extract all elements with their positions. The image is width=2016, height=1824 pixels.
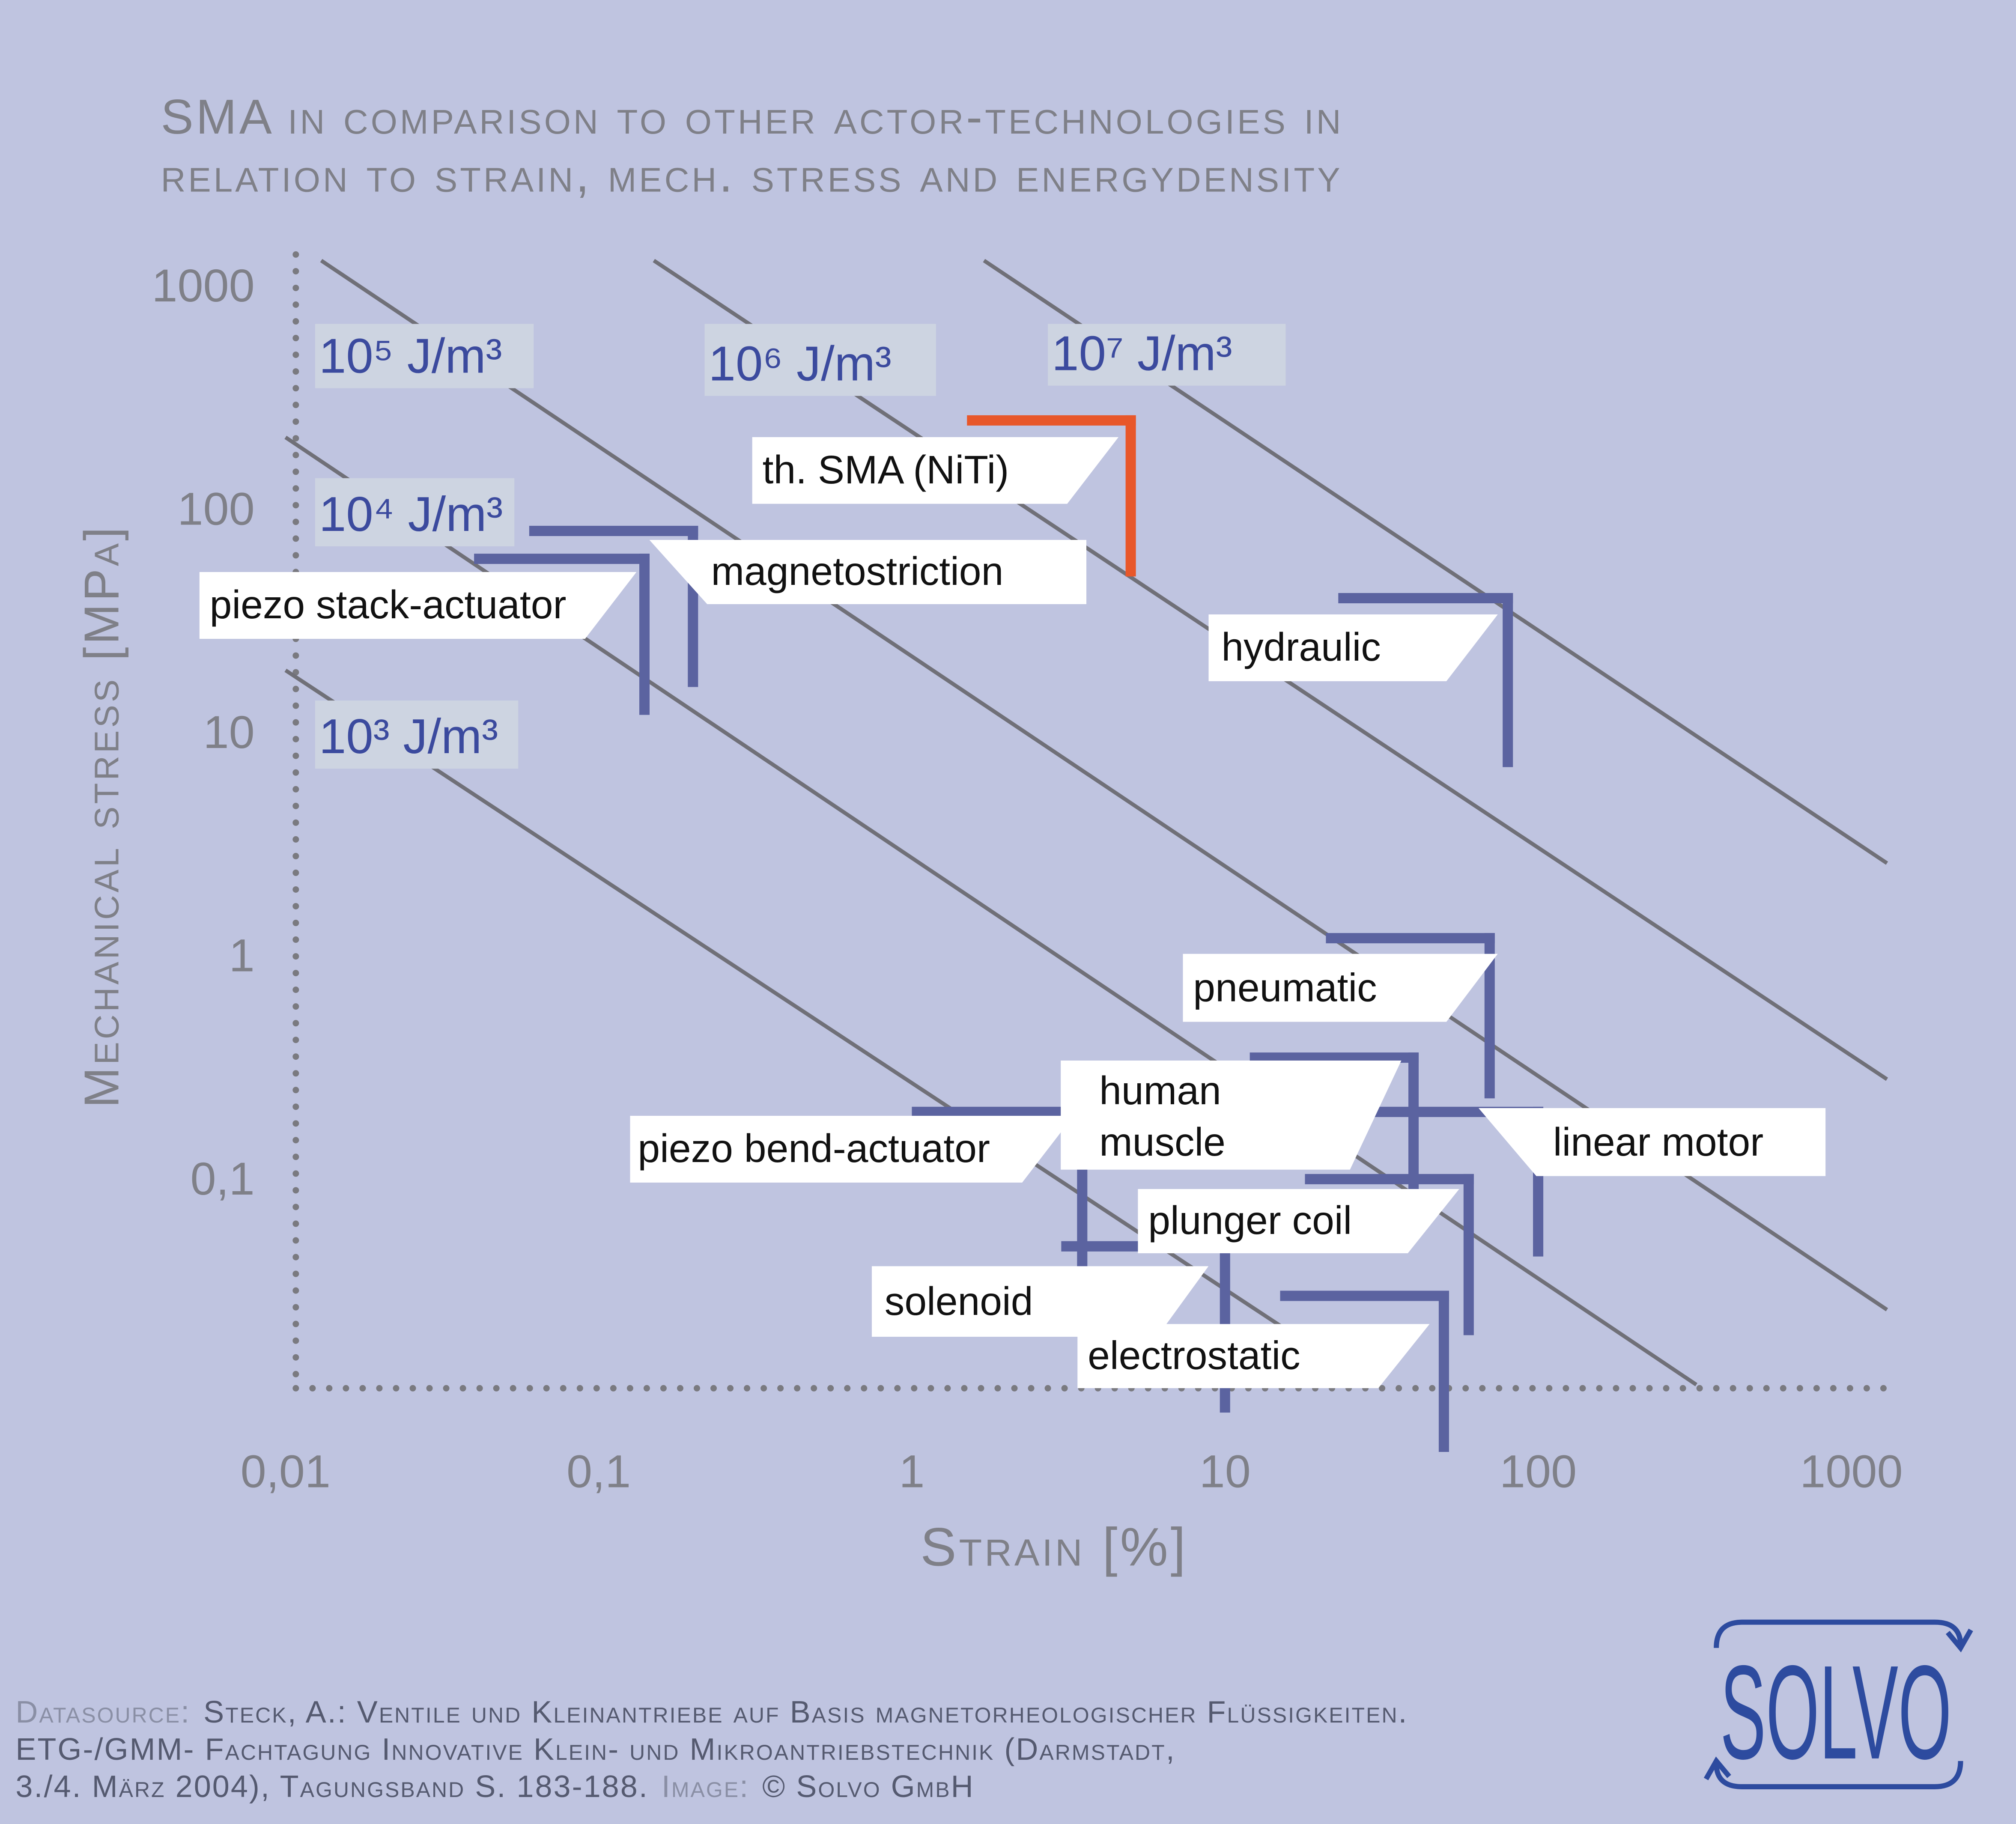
logo-arrow	[1714, 1761, 1963, 1789]
x-axis-label: Strain [%]	[920, 1517, 1188, 1577]
series-label: plunger coil	[1138, 1189, 1459, 1253]
series-label: pneumatic	[1183, 954, 1498, 1022]
source: 3./4. März 2004), Tagungsband S. 183-188…	[15, 1770, 974, 1804]
energy-label-box	[704, 324, 936, 396]
logo-arrow	[1945, 1628, 1973, 1653]
source-line: ETG-/GMM- Fachtagung Innovative Klein- u…	[15, 1732, 1175, 1767]
logo: SOLVO	[1703, 1619, 1973, 1789]
series-label-text: human muscle	[1099, 1068, 1226, 1165]
x-tick-label: 10	[1199, 1445, 1251, 1497]
energy-label: 10⁷ J/m³	[1052, 327, 1232, 381]
series-label: th. SMA (NiTi)	[752, 437, 1119, 504]
energy-label-box	[315, 478, 515, 546]
logo-text: SOLVO	[1720, 1638, 1951, 1787]
logo-arrow	[1714, 1619, 1963, 1648]
series-label-box: piezo bend-actuator	[630, 1116, 1074, 1183]
x-tick-label: 100	[1500, 1445, 1577, 1497]
series-label-box: piezo stack-actuator	[200, 572, 637, 639]
image-label: Image:	[662, 1770, 749, 1804]
series-label: linear motor	[1478, 1108, 1826, 1176]
series-label: piezo stack-actuator	[200, 572, 637, 639]
series-label-box: electrostatic	[1077, 1324, 1430, 1388]
series-label-box: th. SMA (NiTi)	[752, 437, 1119, 504]
series-label-box: linear motor	[1478, 1108, 1826, 1176]
x-tick-label: 0,1	[567, 1445, 631, 1497]
y-tick-label: 0,1	[191, 1153, 255, 1204]
y-axis-label: Mechanical stress [MPa]	[75, 525, 129, 1108]
credit: © Solvo GmbH	[762, 1770, 975, 1804]
chart-title: relation to strain, mech. stress and ene…	[161, 148, 1343, 202]
x-tick-label: 1	[899, 1445, 924, 1497]
x-tick-label: 0,01	[241, 1445, 331, 1497]
energy-label: 10³ J/m³	[319, 709, 498, 764]
y-tick-label: 10	[203, 706, 255, 758]
series-label: piezo bend-actuator	[630, 1116, 1074, 1183]
series-label-box: human muscle	[1061, 1061, 1402, 1170]
y-tick-label: 1	[229, 929, 255, 981]
energy-label: 10⁶ J/m³	[709, 337, 892, 391]
series-label-box: plunger coil	[1138, 1189, 1459, 1253]
energy-line	[284, 668, 1371, 1386]
energy-label-box	[315, 700, 519, 769]
series-label: human muscle	[1061, 1061, 1402, 1170]
x-tick-label: 1000	[1800, 1445, 1903, 1497]
chart-title: SMA in comparison to other actor-technol…	[161, 90, 1344, 144]
energy-label: 10⁵ J/m³	[319, 329, 502, 384]
source-line: Steck, A.: Ventile und Kleinantriebe auf…	[203, 1695, 1408, 1729]
y-tick-label: 1000	[152, 259, 254, 311]
series-label-box: magnetostriction	[649, 539, 1087, 604]
energy-label-box	[1048, 324, 1286, 386]
series-label: electrostatic	[1077, 1324, 1430, 1388]
energy-label: 10⁴ J/m³	[319, 487, 503, 542]
series-label-box: hydraulic	[1208, 614, 1497, 681]
logo-arrow	[1703, 1756, 1731, 1780]
series-label: hydraulic	[1208, 614, 1497, 681]
source-line: 3./4. März 2004), Tagungsband S. 183-188…	[15, 1770, 648, 1804]
y-tick-label: 100	[177, 483, 254, 534]
series-label: magnetostriction	[649, 539, 1087, 604]
source: Datasource: Steck, A.: Ventile und Kleina…	[15, 1695, 1408, 1729]
source-label: Datasource:	[15, 1695, 191, 1729]
energy-label-box	[315, 324, 534, 388]
plot-area: 0,01 0,1 1 10 100 1000 0,1 1 10 100 1000 10³ J/m³ 10…	[152, 259, 1903, 1497]
series-label-box: pneumatic	[1183, 954, 1498, 1022]
